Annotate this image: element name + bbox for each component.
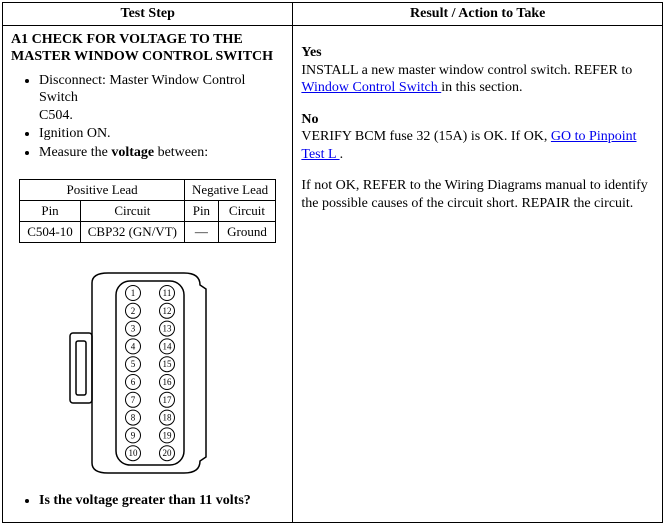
svg-text:17: 17	[162, 395, 172, 405]
pinpoint-test-table: Test Step Result / Action to Take A1 CHE…	[2, 2, 663, 523]
pos-pin-label: Pin	[20, 201, 81, 222]
leads-header-row: Positive Lead Negative Lead	[20, 180, 276, 201]
positive-lead-header: Positive Lead	[20, 180, 185, 201]
step-bullet-list: Disconnect: Master Window Control Switch…	[11, 72, 284, 162]
neg-circuit-label: Circuit	[218, 201, 275, 222]
pos-circuit-label: Circuit	[80, 201, 184, 222]
pos-circuit-value: CBP32 (GN/VT)	[80, 222, 184, 243]
result-cell: Yes INSTALL a new master window control …	[293, 26, 663, 523]
svg-text:2: 2	[130, 306, 135, 316]
svg-text:8: 8	[130, 413, 135, 423]
svg-text:15: 15	[162, 359, 172, 369]
leads-data-row: C504-10 CBP32 (GN/VT) — Ground	[20, 222, 276, 243]
svg-text:6: 6	[130, 377, 135, 387]
svg-text:13: 13	[162, 324, 172, 334]
svg-text:20: 20	[162, 448, 172, 458]
svg-text:9: 9	[130, 430, 135, 440]
no-text-pre: VERIFY BCM fuse 32 (15A) is OK. If OK,	[301, 129, 551, 144]
yes-paragraph: Yes INSTALL a new master window control …	[301, 44, 654, 97]
bullet-ignition: Ignition ON.	[39, 125, 284, 143]
step-title-line2: MASTER WINDOW CONTROL SWITCH	[11, 49, 273, 64]
connector-svg-icon: 1112123134145156167178189191020	[68, 263, 228, 483]
step-title-line1: A1 CHECK FOR VOLTAGE TO THE	[11, 32, 243, 47]
step-title: A1 CHECK FOR VOLTAGE TO THE MASTER WINDO…	[11, 32, 284, 66]
bullet-measure-bold: voltage	[111, 145, 154, 160]
header-row: Test Step Result / Action to Take	[3, 3, 663, 26]
bullet-disconnect: Disconnect: Master Window Control Switch…	[39, 72, 284, 125]
leads-subheader-row: Pin Circuit Pin Circuit	[20, 201, 276, 222]
svg-text:12: 12	[162, 306, 171, 316]
bullet-measure: Measure the voltage between:	[39, 144, 284, 162]
svg-text:10: 10	[128, 448, 138, 458]
svg-text:14: 14	[162, 341, 172, 351]
bullet-disconnect-text2: C504.	[39, 108, 73, 123]
window-control-switch-link[interactable]: Window Control Switch	[301, 80, 441, 95]
no-label: No	[301, 112, 318, 127]
no-paragraph: No VERIFY BCM fuse 32 (15A) is OK. If OK…	[301, 111, 654, 164]
header-test-step: Test Step	[3, 3, 293, 26]
header-result: Result / Action to Take	[293, 3, 663, 26]
neg-pin-label: Pin	[184, 201, 218, 222]
yes-text-post: in this section.	[441, 80, 522, 95]
negative-lead-header: Negative Lead	[184, 180, 275, 201]
test-step-cell: A1 CHECK FOR VOLTAGE TO THE MASTER WINDO…	[3, 26, 293, 523]
svg-text:1: 1	[130, 288, 135, 298]
result-block: Yes INSTALL a new master window control …	[301, 30, 654, 212]
svg-text:4: 4	[130, 341, 135, 351]
svg-text:7: 7	[130, 395, 135, 405]
no-paragraph-2: If not OK, REFER to the Wiring Diagrams …	[301, 177, 654, 212]
leads-table: Positive Lead Negative Lead Pin Circuit …	[19, 179, 276, 243]
svg-text:3: 3	[130, 324, 135, 334]
yes-label: Yes	[301, 45, 321, 60]
bullet-disconnect-text1: Disconnect: Master Window Control Switch	[39, 73, 245, 106]
svg-text:11: 11	[162, 288, 171, 298]
yes-text-pre: INSTALL a new master window control swit…	[301, 63, 632, 78]
svg-text:16: 16	[162, 377, 172, 387]
connector-diagram: 1112123134145156167178189191020	[11, 263, 284, 488]
bullet-measure-post: between:	[154, 145, 208, 160]
svg-text:18: 18	[162, 413, 172, 423]
svg-text:5: 5	[130, 359, 135, 369]
no-text-post: .	[340, 147, 344, 162]
neg-circuit-value: Ground	[218, 222, 275, 243]
svg-text:19: 19	[162, 430, 172, 440]
bullet-measure-pre: Measure the	[39, 145, 111, 160]
neg-pin-value: —	[184, 222, 218, 243]
pos-pin-value: C504-10	[20, 222, 81, 243]
body-row: A1 CHECK FOR VOLTAGE TO THE MASTER WINDO…	[3, 26, 663, 523]
